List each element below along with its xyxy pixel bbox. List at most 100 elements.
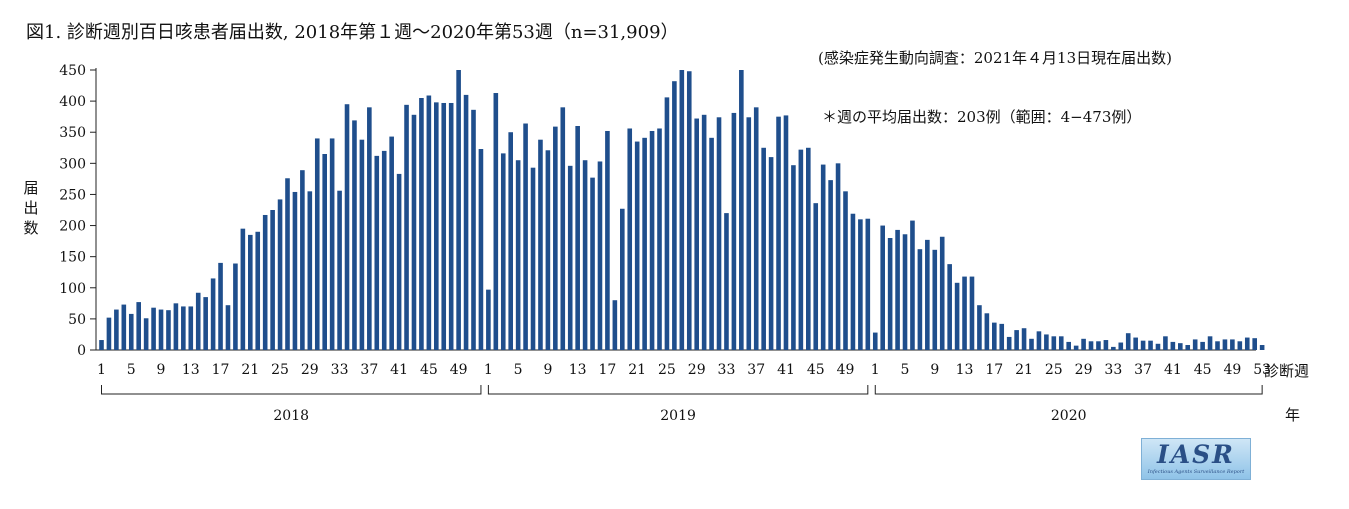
bar	[1222, 339, 1228, 350]
bar	[917, 249, 923, 350]
x-tick-label: 33	[1104, 362, 1122, 378]
bar	[634, 141, 640, 350]
bar	[850, 213, 856, 350]
bar	[1170, 341, 1176, 350]
x-tick-label: 5	[514, 362, 523, 378]
bar	[783, 115, 789, 350]
bar	[679, 70, 685, 350]
bar	[560, 107, 566, 350]
bar	[329, 138, 335, 350]
bar	[195, 292, 201, 350]
bar	[1140, 340, 1146, 350]
x-tick-label: 25	[1045, 362, 1063, 378]
y-tick-label: 100	[59, 281, 86, 297]
bar	[709, 137, 714, 350]
average-note: ＊週の平均届出数：203例（範囲：4−473例）	[822, 108, 1142, 126]
bar	[962, 276, 967, 350]
bar	[910, 220, 915, 350]
bar	[233, 263, 238, 350]
x-tick-label: 13	[182, 362, 200, 378]
bar	[664, 97, 670, 350]
bar	[657, 128, 662, 350]
x-tick-label: 29	[1075, 362, 1093, 378]
bar	[1073, 345, 1079, 350]
x-tick-label: 33	[331, 362, 349, 378]
bar	[590, 177, 595, 350]
bar	[166, 310, 171, 350]
year-label: 2018	[273, 408, 309, 424]
bar	[337, 190, 342, 350]
bar	[813, 203, 819, 350]
x-tick-label: 45	[420, 362, 438, 378]
bar	[761, 147, 766, 350]
bar	[285, 178, 290, 350]
bar	[307, 191, 313, 350]
year-bracket	[487, 385, 869, 395]
bar	[1230, 339, 1235, 350]
x-tick-label: 25	[658, 362, 676, 378]
x-tick-label: 49	[450, 362, 468, 378]
bar	[597, 161, 603, 350]
bar	[1185, 345, 1191, 350]
bar	[381, 150, 387, 350]
bar	[858, 219, 863, 350]
bar	[143, 318, 149, 350]
bar	[1200, 341, 1205, 350]
year-label: 2020	[1051, 408, 1087, 424]
year-bracket	[874, 385, 1263, 395]
x-tick-label: 1	[484, 362, 493, 378]
bar	[724, 213, 729, 350]
bar	[1066, 341, 1071, 350]
y-tick-label: 350	[59, 125, 86, 141]
bar	[984, 313, 990, 350]
bar	[694, 118, 699, 350]
bar	[1259, 345, 1265, 350]
bar	[1021, 328, 1027, 350]
bar	[426, 95, 432, 350]
x-tick-label: 45	[807, 362, 825, 378]
bar	[463, 94, 469, 350]
x-tick-label: 41	[777, 362, 795, 378]
bar	[471, 109, 476, 350]
x-tick-label: 53	[1253, 362, 1271, 378]
bar	[776, 116, 781, 350]
x-tick-label: 9	[543, 362, 552, 378]
bar	[121, 304, 127, 350]
x-tick-label: 21	[1015, 362, 1033, 378]
bar	[255, 231, 261, 350]
x-tick-label: 25	[271, 362, 289, 378]
bar	[843, 191, 848, 350]
bar	[1118, 342, 1124, 350]
x-tick-label: 17	[212, 362, 230, 378]
bar	[553, 126, 558, 351]
bar	[1133, 337, 1138, 350]
bar	[515, 160, 521, 350]
bar	[106, 317, 112, 350]
bar	[1051, 336, 1057, 350]
y-axis-label: 届出数	[23, 179, 39, 237]
bar	[739, 70, 744, 350]
x-tick-label: 49	[1223, 362, 1241, 378]
bar	[828, 180, 833, 350]
bar	[225, 305, 231, 350]
bar	[1237, 341, 1243, 350]
year-label: 2019	[660, 408, 696, 424]
x-tick-label: 37	[747, 362, 765, 378]
bar	[210, 278, 216, 350]
bar	[248, 234, 253, 350]
x-tick-label: 5	[127, 362, 136, 378]
bar	[1252, 338, 1257, 350]
bar	[240, 228, 246, 350]
bar	[612, 300, 618, 350]
y-tick-label: 300	[59, 156, 86, 172]
bar	[605, 130, 610, 350]
bar	[158, 309, 164, 350]
bar	[367, 107, 372, 350]
bar	[1244, 337, 1250, 350]
bar	[969, 276, 975, 350]
bar	[441, 102, 447, 350]
bar	[374, 155, 380, 350]
bar	[500, 153, 506, 350]
bar	[672, 81, 677, 350]
